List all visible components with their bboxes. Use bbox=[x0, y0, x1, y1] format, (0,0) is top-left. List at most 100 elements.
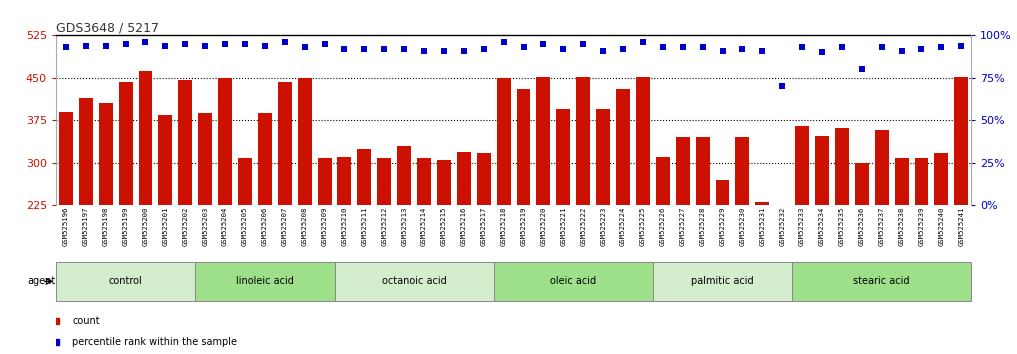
Point bbox=[316, 41, 333, 47]
Bar bbox=[317, 158, 332, 205]
Bar bbox=[716, 180, 729, 205]
Point bbox=[834, 45, 850, 50]
Point bbox=[695, 45, 711, 50]
Bar bbox=[875, 130, 889, 205]
Bar bbox=[795, 126, 810, 205]
Point bbox=[197, 43, 214, 48]
Bar bbox=[377, 158, 392, 205]
Point bbox=[337, 46, 353, 52]
Point bbox=[376, 46, 393, 52]
Point bbox=[734, 46, 751, 52]
Bar bbox=[517, 89, 531, 205]
Point bbox=[555, 46, 572, 52]
Bar bbox=[178, 80, 192, 205]
Bar bbox=[79, 98, 93, 205]
Point bbox=[853, 67, 870, 72]
Point bbox=[416, 48, 432, 53]
Bar bbox=[835, 128, 849, 205]
Bar bbox=[258, 113, 272, 205]
Text: percentile rank within the sample: percentile rank within the sample bbox=[72, 337, 237, 347]
FancyBboxPatch shape bbox=[653, 262, 792, 301]
Bar bbox=[935, 153, 949, 205]
Bar bbox=[815, 136, 829, 205]
Point bbox=[674, 45, 691, 50]
Point bbox=[436, 48, 453, 53]
FancyBboxPatch shape bbox=[56, 262, 195, 301]
Point bbox=[595, 48, 611, 53]
Bar bbox=[238, 158, 252, 205]
Text: GDS3648 / 5217: GDS3648 / 5217 bbox=[56, 21, 159, 34]
Bar bbox=[636, 77, 650, 205]
Point bbox=[158, 43, 174, 48]
Point bbox=[874, 45, 890, 50]
Point bbox=[77, 43, 94, 48]
Bar bbox=[756, 202, 769, 205]
Text: oleic acid: oleic acid bbox=[550, 276, 596, 286]
Text: control: control bbox=[109, 276, 142, 286]
Text: palmitic acid: palmitic acid bbox=[692, 276, 754, 286]
Bar bbox=[556, 109, 571, 205]
Bar bbox=[338, 157, 352, 205]
Point bbox=[495, 39, 512, 45]
Point bbox=[913, 46, 930, 52]
Bar bbox=[656, 157, 670, 205]
FancyBboxPatch shape bbox=[792, 262, 971, 301]
Point bbox=[535, 41, 551, 47]
Bar bbox=[895, 158, 908, 205]
Bar bbox=[59, 112, 73, 205]
Point bbox=[615, 46, 632, 52]
Bar bbox=[99, 103, 113, 205]
Point bbox=[714, 48, 730, 53]
Bar bbox=[138, 70, 153, 205]
Point bbox=[476, 46, 492, 52]
Bar bbox=[616, 89, 630, 205]
Point bbox=[655, 45, 671, 50]
Bar bbox=[357, 149, 371, 205]
Point bbox=[277, 39, 293, 45]
Point bbox=[117, 41, 133, 47]
Bar bbox=[954, 77, 968, 205]
Bar bbox=[675, 137, 690, 205]
Point bbox=[814, 50, 830, 55]
Point bbox=[575, 41, 591, 47]
Bar bbox=[398, 146, 411, 205]
Text: linoleic acid: linoleic acid bbox=[236, 276, 294, 286]
Bar bbox=[596, 109, 610, 205]
Text: stearic acid: stearic acid bbox=[853, 276, 910, 286]
Point bbox=[237, 41, 253, 47]
Bar bbox=[198, 113, 213, 205]
Bar bbox=[914, 158, 929, 205]
Point bbox=[98, 43, 114, 48]
Bar bbox=[437, 160, 451, 205]
Point bbox=[256, 43, 273, 48]
Point bbox=[934, 45, 950, 50]
Point bbox=[177, 41, 193, 47]
FancyBboxPatch shape bbox=[195, 262, 335, 301]
Bar bbox=[775, 205, 789, 236]
Point bbox=[953, 43, 969, 48]
Point bbox=[894, 48, 910, 53]
Bar bbox=[477, 153, 491, 205]
Bar bbox=[417, 158, 431, 205]
Bar bbox=[298, 79, 311, 205]
Bar bbox=[537, 77, 550, 205]
Point bbox=[297, 45, 313, 50]
Point bbox=[217, 41, 233, 47]
Bar bbox=[735, 137, 750, 205]
Point bbox=[137, 39, 154, 45]
Text: agent: agent bbox=[27, 276, 56, 286]
FancyBboxPatch shape bbox=[493, 262, 653, 301]
Point bbox=[58, 45, 74, 50]
Point bbox=[396, 46, 412, 52]
Bar bbox=[457, 152, 471, 205]
Bar bbox=[218, 79, 232, 205]
Bar bbox=[159, 115, 172, 205]
Point bbox=[794, 45, 811, 50]
Point bbox=[755, 48, 771, 53]
Bar bbox=[119, 82, 132, 205]
Text: count: count bbox=[72, 316, 100, 326]
Bar bbox=[577, 77, 590, 205]
Point bbox=[774, 84, 790, 89]
Point bbox=[456, 48, 472, 53]
Bar bbox=[696, 137, 710, 205]
